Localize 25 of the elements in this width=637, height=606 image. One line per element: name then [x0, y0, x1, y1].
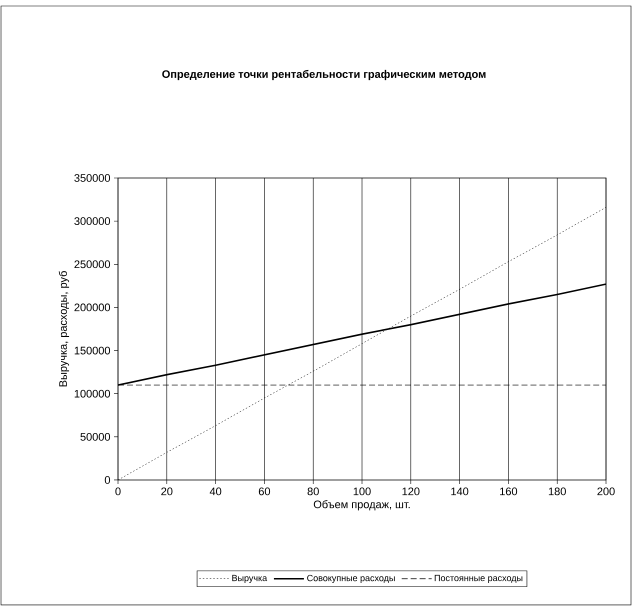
x-tick-label: 100 — [354, 488, 371, 496]
x-tick-label: 40 — [210, 488, 222, 496]
x-tick-label: 200 — [597, 488, 615, 496]
y-tick-label: 100000 — [74, 390, 110, 398]
y-tick-label: 250000 — [74, 260, 110, 268]
y-tick-label: 350000 — [74, 174, 110, 182]
y-tick-label: 300000 — [74, 217, 110, 226]
x-tick-label: 0 — [115, 488, 121, 496]
x-tick-label: 180 — [548, 488, 566, 496]
x-tick-label: 120 — [402, 488, 420, 496]
y-tick-label: 150000 — [74, 346, 110, 354]
y-axis-title: Выручка, расходы, руб — [58, 271, 70, 386]
y-tick-label: 50000 — [80, 432, 110, 441]
chart-title: Определение точки рентабельности графическим методом — [162, 70, 486, 80]
legend-label: Выручка — [232, 574, 268, 583]
legend-label: Совокупные расходы — [307, 574, 395, 583]
legend-label: Постоянные расходы — [434, 574, 522, 583]
y-tick-label: 200000 — [74, 304, 110, 312]
x-tick-label: 140 — [451, 488, 468, 496]
y-tick-label: 0 — [104, 476, 110, 484]
x-tick-label: 20 — [161, 488, 172, 496]
x-tick-label: 160 — [500, 488, 518, 496]
x-tick-label: 80 — [308, 488, 319, 496]
x-tick-label: 60 — [258, 488, 270, 496]
x-axis-title: Объем продаж, шт. — [314, 500, 410, 510]
